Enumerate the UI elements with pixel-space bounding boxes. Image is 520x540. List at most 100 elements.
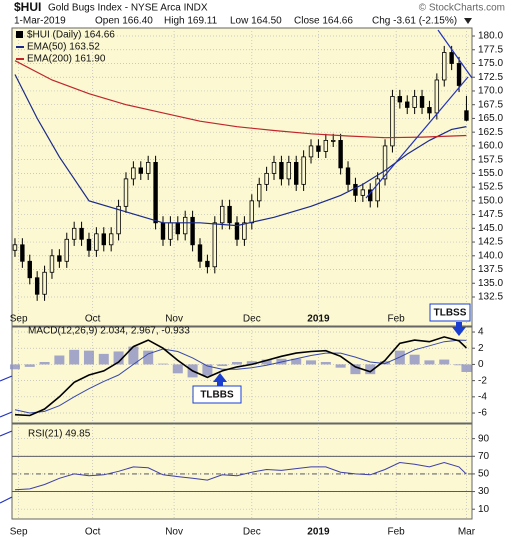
y-tick-label: -6 (478, 408, 487, 419)
candle-body (390, 96, 395, 147)
candle-body (360, 189, 366, 196)
candle-body (168, 222, 173, 240)
candle-body (375, 178, 380, 202)
y-tick-label: 4 (478, 327, 484, 338)
candle-body (405, 101, 410, 108)
candle-body (145, 161, 151, 174)
x-tick-label: Nov (165, 527, 183, 538)
candle-body (123, 178, 129, 207)
y-tick-label: 2 (478, 343, 484, 354)
y-tick-label: 0 (478, 359, 484, 370)
y-tick-label: 160.0 (478, 141, 503, 152)
histogram-bar (128, 346, 139, 365)
histogram-bar (454, 364, 465, 366)
y-tick-label: 145.0 (478, 223, 503, 234)
y-tick-label: 147.5 (478, 209, 503, 220)
rsi-line (14, 461, 467, 491)
candle-body (205, 260, 210, 268)
y-tick-label: 167.5 (478, 99, 503, 110)
y-tick-label: 30 (478, 486, 490, 497)
candle-body (86, 238, 92, 251)
y-tick-label: 170.0 (478, 86, 503, 97)
histogram-bar (39, 361, 50, 365)
x-tick-label: Sep (10, 314, 28, 325)
histogram-bar (24, 364, 35, 367)
source: © StockCharts.com (419, 3, 505, 14)
histogram-bar (409, 354, 420, 365)
rsi-panel (11, 423, 473, 520)
legend-label: EMA(50) 163.52 (27, 42, 100, 53)
candle-body (464, 110, 469, 121)
candle-body (220, 205, 225, 224)
y-tick-label: 140.0 (478, 250, 503, 261)
histogram-bar (232, 361, 243, 365)
candle-body (71, 227, 77, 240)
candle-body (190, 216, 195, 246)
x-tick-label: 2019 (307, 314, 330, 325)
candle-body (442, 52, 447, 81)
y-tick-label: 50 (478, 469, 490, 480)
x-tick-label: Nov (165, 314, 183, 325)
quote-low: Low 164.50 (230, 16, 282, 27)
histogram-bar (83, 350, 94, 365)
candle-body (160, 222, 166, 240)
candle-body (249, 200, 255, 224)
trendline (0, 411, 13, 418)
candle-body (101, 233, 106, 246)
candle-body (353, 183, 358, 196)
candle-body (64, 238, 69, 262)
candle-body (175, 222, 180, 235)
y-tick-label: 172.5 (478, 72, 503, 83)
histogram-bar (335, 364, 346, 368)
y-tick-label: 150.0 (478, 195, 503, 206)
x-tick-label: Mar (458, 527, 476, 538)
x-tick-label: Dec (243, 527, 261, 538)
candle-body (108, 233, 114, 246)
quote-high: High 169.11 (164, 16, 218, 27)
candle-body (382, 145, 388, 180)
candle-body (331, 140, 336, 142)
trendline (0, 496, 13, 504)
y-tick-label: 132.5 (478, 292, 503, 303)
y-tick-label: 180.0 (478, 31, 503, 42)
plot-area (9, 28, 472, 519)
histogram-bar (69, 349, 80, 365)
y-tick-label: -2 (478, 375, 487, 386)
histogram-bar (320, 361, 331, 365)
histogram-bar (143, 350, 154, 365)
candle-body (338, 140, 343, 169)
candle-body (271, 161, 277, 174)
candle-body (286, 161, 292, 180)
y-tick-label: 162.5 (478, 127, 503, 138)
macd-line (14, 336, 467, 417)
ema-line (14, 74, 467, 227)
x-tick-label: 2019 (307, 527, 330, 538)
candle-body (264, 172, 269, 185)
x-tick-label: Oct (85, 527, 101, 538)
quote-change: Chg -3.61 (-2.15%) (372, 16, 457, 27)
candle-body (323, 140, 329, 152)
histogram-bar (202, 364, 213, 376)
candle-body (20, 244, 25, 262)
candle-body (316, 145, 321, 152)
histogram-bar (350, 364, 361, 375)
candle-body (279, 161, 284, 180)
candle-body (27, 260, 32, 279)
x-tick-label: Feb (388, 314, 406, 325)
quote-open: Open 166.40 (95, 16, 153, 27)
candle-body (294, 161, 299, 185)
price-panel (11, 27, 473, 327)
y-tick-label: 155.0 (478, 168, 503, 179)
candle-body (131, 167, 136, 180)
histogram-bar (380, 361, 391, 365)
candle-body (308, 145, 314, 158)
chart-title: Gold Bugs Index - NYSE Arca INDX (48, 3, 208, 14)
y-tick-label: 177.5 (478, 44, 503, 55)
arrow-down (452, 322, 466, 336)
y-tick-label: 70 (478, 451, 490, 462)
macd-label: MACD(12,26,9) 2.034, 2.967, -0.933 (28, 326, 190, 337)
histogram-bar (246, 361, 257, 365)
histogram-bar (172, 364, 183, 374)
histogram-bar (439, 359, 450, 365)
